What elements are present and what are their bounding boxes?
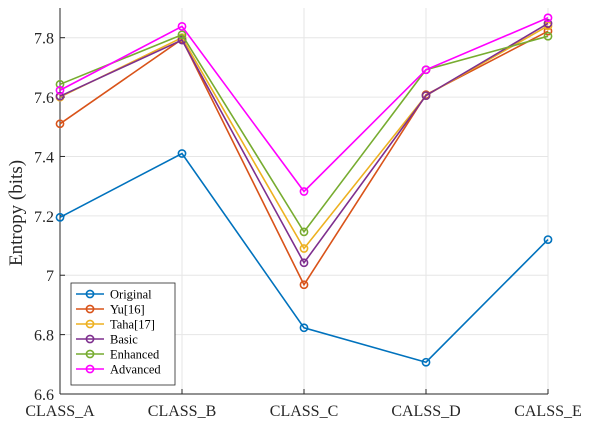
legend-item: Enhanced	[76, 348, 160, 362]
data-point	[55, 85, 65, 95]
series-line	[59, 30, 549, 287]
legend-label: Original	[110, 288, 152, 302]
legend-label: Basic	[110, 333, 138, 347]
legend-label: Yu[16]	[110, 303, 145, 317]
y-tick-label: 7.6	[34, 90, 54, 107]
data-point	[299, 227, 309, 237]
data-point	[421, 91, 431, 100]
series-advanced	[55, 13, 553, 196]
legend-swatch-marker	[85, 364, 95, 374]
data-point	[55, 212, 65, 222]
series-enhanced	[55, 30, 553, 237]
data-point	[299, 187, 309, 196]
legend-swatch-marker	[85, 349, 95, 359]
legend-item: Original	[76, 288, 152, 302]
y-tick-label: 7.2	[34, 209, 54, 226]
y-tick-label: 7	[46, 268, 54, 285]
data-point	[299, 258, 309, 268]
y-tick-label: 6.8	[34, 328, 54, 345]
legend-item: Advanced	[76, 363, 161, 377]
y-tick-label: 7.4	[34, 149, 54, 166]
data-point	[55, 91, 65, 101]
data-point	[421, 65, 431, 75]
y-tick-label: 7.8	[34, 31, 54, 48]
data-point	[543, 13, 553, 23]
legend-swatch-marker	[85, 304, 95, 314]
data-point	[177, 149, 187, 158]
legend-swatch-marker	[85, 319, 95, 329]
legend-swatch-marker	[85, 334, 95, 344]
x-tick-label: CALSS_E	[514, 403, 582, 420]
legend-label: Enhanced	[110, 348, 160, 362]
x-tick-label: CLASS_B	[148, 403, 216, 420]
series-line	[59, 22, 549, 265]
legend-label: Taha[17]	[110, 318, 155, 332]
y-tick-label: 6.6	[34, 387, 54, 404]
legend-item: Yu[16]	[76, 303, 145, 317]
series-basic	[55, 19, 553, 268]
legend-box	[70, 282, 176, 386]
data-point	[543, 31, 553, 41]
data-point	[543, 235, 553, 244]
series-original	[55, 149, 553, 367]
data-point	[299, 323, 309, 333]
legend-swatch-marker	[85, 289, 95, 299]
data-point	[299, 244, 309, 253]
data-point	[177, 30, 187, 40]
data-point	[421, 357, 431, 367]
y-axis-label: Entropy (bits)	[6, 160, 27, 266]
data-point	[543, 19, 553, 28]
tick-labels: 6.6 6.8 7 7.2 7.4 7.6 7.8 CLASS_A CLASS_B CLASS_C…	[25, 31, 581, 420]
legend-label: Advanced	[110, 363, 161, 377]
series-lines	[55, 13, 553, 367]
series-line	[59, 33, 549, 234]
x-tick-label: CLASS_A	[25, 403, 95, 420]
series-line	[59, 17, 549, 193]
x-tick-label: CALSS_D	[391, 403, 460, 420]
series-line	[59, 152, 549, 364]
data-point	[55, 119, 65, 129]
data-point	[299, 280, 309, 290]
legend-item: Basic	[76, 333, 138, 347]
data-point	[55, 79, 65, 89]
x-tick-label: CLASS_C	[270, 403, 338, 420]
legend-item: Taha[17]	[76, 318, 155, 332]
legend: OriginalYu[16]Taha[17]BasicEnhancedAdvan…	[70, 282, 176, 386]
data-point	[177, 22, 187, 31]
